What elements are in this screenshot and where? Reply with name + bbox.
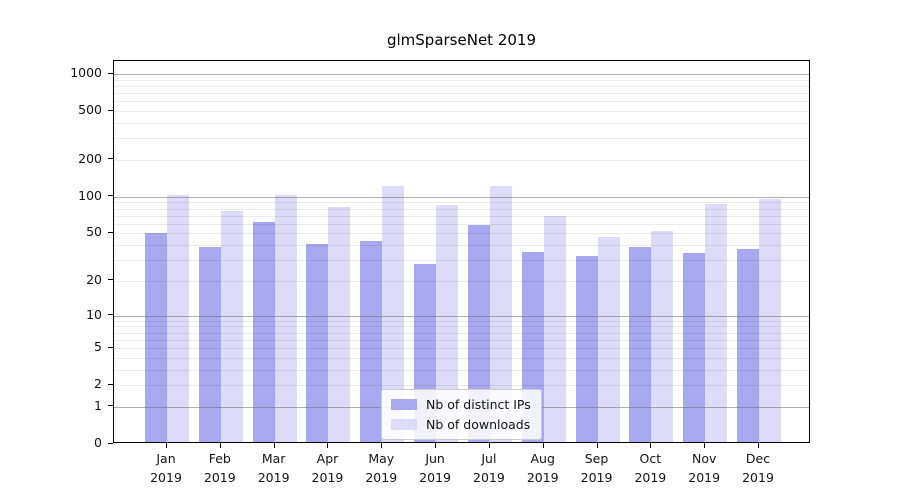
x-tick-mark-sep	[596, 443, 598, 448]
legend: Nb of distinct IPs Nb of downloads	[381, 389, 542, 440]
x-tick-mark-aug	[542, 443, 544, 448]
bar-feb-distinct-ips	[198, 247, 221, 442]
x-tick-year-sep: 2019	[580, 470, 613, 485]
bar-jan-distinct-ips	[145, 232, 167, 442]
y-tick-mark-200	[108, 158, 113, 160]
x-tick-label-feb: Feb	[208, 451, 231, 466]
legend-label-distinct-ips: Nb of distinct IPs	[426, 397, 531, 412]
bar-feb-downloads	[220, 210, 243, 442]
plot-area: Nb of distinct IPs Nb of downloads	[113, 60, 810, 443]
bar-may-distinct-ips	[360, 240, 383, 442]
x-tick-label-aug: Aug	[530, 451, 555, 466]
x-tick-label-dec: Dec	[745, 451, 771, 466]
legend-label-downloads: Nb of downloads	[426, 417, 531, 432]
y-tick-label-500: 500	[78, 102, 102, 118]
x-tick-mark-mar	[273, 443, 275, 448]
bar-sep-distinct-ips	[575, 256, 598, 442]
bar-dec-downloads	[759, 199, 781, 442]
x-tick-label-jan: Jan	[156, 451, 176, 466]
x-tick-label-sep: Sep	[584, 451, 609, 466]
y-tick-label-200: 200	[78, 150, 102, 166]
legend-entry-downloads: Nb of downloads	[391, 417, 531, 432]
x-tick-year-aug: 2019	[526, 470, 559, 485]
legend-entry-distinct-ips: Nb of distinct IPs	[391, 397, 531, 412]
y-tick-mark-500	[108, 109, 113, 111]
y-tick-label-1: 1	[94, 397, 102, 413]
x-tick-year-mar: 2019	[257, 470, 290, 485]
y-tick-label-50: 50	[86, 224, 102, 240]
x-tick-year-may: 2019	[365, 470, 398, 485]
bar-oct-downloads	[651, 231, 674, 442]
x-tick-year-jun: 2019	[419, 470, 451, 485]
y-tick-label-20: 20	[86, 271, 102, 287]
y-tick-mark-50	[108, 231, 113, 233]
y-tick-label-2: 2	[94, 376, 102, 392]
bar-mar-distinct-ips	[252, 221, 275, 442]
x-tick-label-apr: Apr	[316, 451, 339, 466]
y-tick-mark-0	[108, 442, 113, 444]
x-tick-year-jul: 2019	[473, 470, 505, 485]
bar-mar-downloads	[274, 194, 297, 442]
y-tick-mark-1000	[108, 72, 113, 74]
x-tick-label-mar: Mar	[261, 451, 286, 466]
x-tick-mark-feb	[219, 443, 221, 448]
x-tick-year-dec: 2019	[742, 470, 774, 485]
y-tick-mark-10	[108, 314, 113, 316]
x-tick-year-feb: 2019	[203, 470, 236, 485]
x-tick-year-jan: 2019	[150, 470, 182, 485]
x-tick-label-oct: Oct	[639, 451, 662, 466]
bar-jul-downloads	[489, 186, 512, 442]
x-tick-label-may: May	[368, 451, 395, 466]
x-tick-mark-oct	[650, 443, 652, 448]
y-tick-mark-20	[108, 279, 113, 281]
x-tick-mark-jun	[435, 443, 437, 448]
x-tick-mark-jul	[488, 443, 490, 448]
bar-nov-distinct-ips	[683, 253, 706, 442]
bar-apr-distinct-ips	[306, 244, 329, 442]
x-tick-label-jun: Jun	[425, 451, 445, 466]
chart-title: glmSparseNet 2019	[386, 31, 537, 49]
bar-aug-downloads	[543, 216, 566, 442]
bars-layer	[114, 61, 809, 442]
bar-oct-distinct-ips	[629, 247, 652, 442]
x-tick-mark-may	[381, 443, 383, 448]
x-tick-year-apr: 2019	[311, 470, 344, 485]
legend-swatch-distinct-ips-icon	[391, 399, 417, 410]
y-tick-mark-1	[108, 405, 113, 407]
y-tick-mark-2	[108, 383, 113, 385]
x-tick-label-nov: Nov	[691, 451, 717, 466]
y-tick-label-0: 0	[94, 435, 102, 450]
bar-jan-downloads	[167, 195, 189, 442]
y-tick-mark-5	[108, 346, 113, 348]
x-tick-mark-apr	[327, 443, 329, 448]
y-tick-label-1000: 1000	[70, 65, 102, 80]
bar-nov-downloads	[705, 204, 728, 442]
x-tick-mark-nov	[704, 443, 706, 448]
x-tick-year-oct: 2019	[634, 470, 667, 485]
bar-sep-downloads	[597, 236, 620, 442]
bar-jun-downloads	[436, 204, 459, 442]
bar-may-downloads	[382, 185, 405, 442]
y-tick-label-10: 10	[86, 306, 102, 322]
x-tick-label-jul: Jul	[481, 451, 497, 466]
x-tick-mark-jan	[166, 443, 167, 448]
y-tick-label-5: 5	[94, 339, 102, 355]
legend-swatch-downloads-icon	[391, 419, 417, 430]
bar-apr-downloads	[328, 206, 351, 442]
x-tick-mark-dec	[758, 443, 759, 448]
bar-dec-distinct-ips	[737, 248, 759, 442]
x-tick-year-nov: 2019	[688, 470, 721, 485]
bar-jul-distinct-ips	[467, 225, 490, 442]
y-tick-mark-100	[108, 195, 113, 197]
y-tick-label-100: 100	[78, 187, 102, 203]
